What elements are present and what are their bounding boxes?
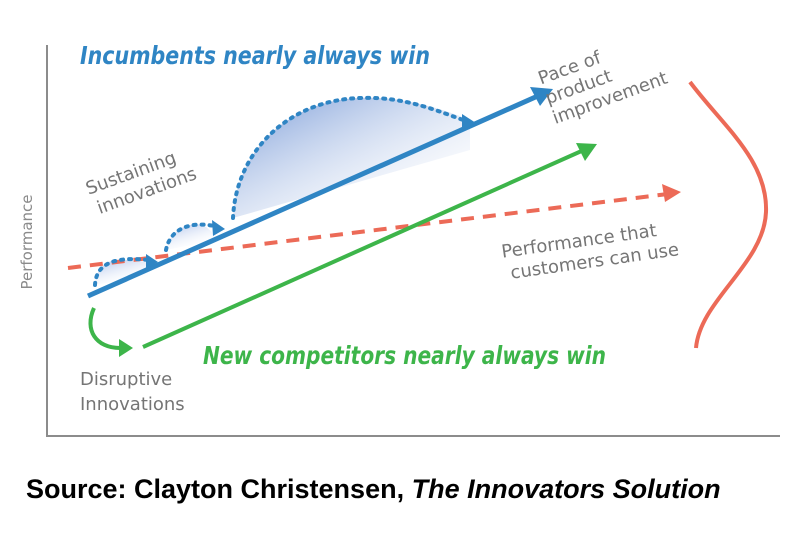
source-prefix: Source: Clayton Christensen, — [26, 474, 412, 504]
new-competitor-arrowhead — [576, 143, 597, 161]
disruptive-arrowhead — [119, 339, 133, 357]
customer-performance-line — [67, 192, 669, 270]
source-book-title: The Innovators Solution — [411, 474, 721, 504]
disruptive-curve-arrow — [88, 307, 121, 350]
sustaining-small-arrowhead — [146, 254, 158, 269]
sustaining-dotted-arrow-large — [231, 95, 468, 220]
incumbents-title: Incumbents nearly always win — [80, 41, 430, 70]
sustaining-dotted-arrow-small — [93, 257, 150, 287]
disruptive-label-line-1: Disruptive — [80, 369, 172, 390]
incumbent-arrowhead — [530, 87, 553, 106]
axes — [46, 45, 780, 437]
sustaining-large-arrowhead — [462, 114, 476, 130]
source-citation: Source: Clayton Christensen, The Innovat… — [26, 474, 721, 505]
customer-needs-curve — [688, 80, 769, 349]
sustaining-medium-arrowhead — [212, 220, 225, 236]
disruptive-label-line-2: Innovations — [80, 394, 185, 415]
new-competitors-title: New competitors nearly always win — [203, 341, 606, 370]
customer-performance-arrowhead — [662, 184, 681, 202]
sustaining-hump-large-fill — [233, 97, 470, 218]
new-competitor-trajectory — [142, 147, 587, 349]
sustaining-hump-small-fill — [95, 259, 150, 285]
performance-axis-label: Performance — [18, 194, 36, 289]
